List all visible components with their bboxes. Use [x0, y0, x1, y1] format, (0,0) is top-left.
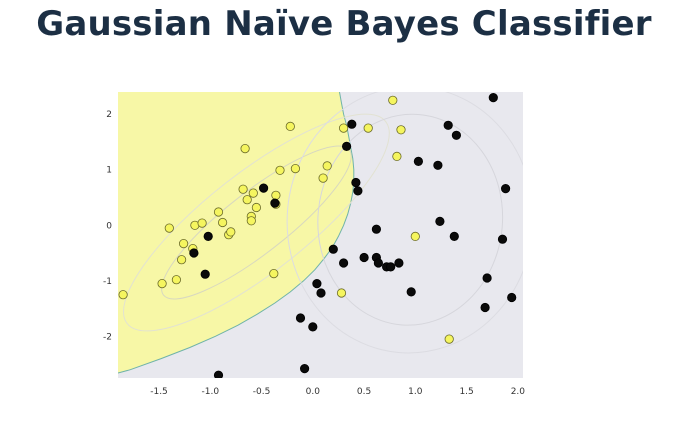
x-tick-label: 1.5: [459, 387, 473, 397]
plot-area: [118, 92, 523, 378]
data-point-black: [373, 258, 383, 268]
data-points: [118, 93, 517, 378]
y-tick-label: 2: [106, 110, 112, 120]
data-point-black: [347, 119, 357, 129]
x-tick-label: -0.5: [253, 387, 271, 397]
data-point-black: [312, 278, 322, 289]
data-point-yellow: [197, 218, 207, 228]
data-point-black: [480, 302, 490, 313]
decision-boundary: [118, 92, 355, 374]
data-point-yellow: [251, 202, 261, 213]
data-point-yellow: [363, 123, 373, 133]
y-tick-label: 0: [106, 221, 112, 231]
data-point-yellow: [213, 207, 224, 217]
data-point-black: [316, 288, 326, 298]
data-point-yellow: [226, 227, 236, 237]
data-point-black: [353, 186, 363, 196]
data-point-yellow: [164, 223, 174, 233]
data-point-black: [394, 258, 404, 268]
data-point-black: [328, 244, 338, 254]
x-tick-label: -1.0: [201, 387, 219, 397]
data-point-yellow: [410, 231, 420, 241]
contour-ellipse: [123, 113, 390, 332]
data-point-black: [386, 262, 396, 272]
data-point-black: [338, 258, 349, 268]
data-point-black: [406, 287, 416, 297]
data-point-black: [488, 93, 498, 103]
data-point-black: [359, 252, 369, 263]
y-tick-label: -1: [103, 277, 112, 287]
data-point-black: [258, 183, 269, 193]
x-tick-label: 1.0: [408, 387, 423, 397]
data-point-yellow: [248, 188, 258, 198]
data-point-black: [413, 156, 423, 166]
data-point-yellow: [271, 190, 281, 200]
data-point-black: [341, 141, 352, 151]
data-point-yellow: [396, 125, 406, 135]
data-point-black: [435, 216, 445, 226]
contour-ellipse: [286, 92, 523, 354]
data-point-yellow: [388, 95, 398, 105]
data-point-black: [443, 120, 453, 130]
data-point-black: [371, 224, 381, 234]
y-axis-ticks: 2 1 0 -1 -2: [103, 110, 112, 342]
data-point-yellow: [285, 121, 295, 132]
data-point-black: [497, 234, 508, 244]
data-point-yellow: [338, 123, 349, 133]
contour-ellipse: [317, 113, 504, 326]
data-point-yellow: [269, 268, 279, 279]
data-point-yellow: [179, 239, 189, 249]
data-point-black: [433, 160, 443, 170]
data-point-black: [299, 363, 310, 374]
x-axis-ticks: -1.5 -1.0 -0.5 0.0 0.5 1.0 1.5 2.0: [150, 387, 525, 397]
data-point-black: [500, 184, 511, 194]
data-point-yellow: [157, 278, 167, 289]
data-point-yellow: [218, 217, 228, 228]
x-tick-label: 0.5: [357, 387, 371, 397]
x-tick-label: 2.0: [511, 387, 526, 397]
data-point-black: [351, 177, 361, 188]
x-tick-label: 0.0: [306, 387, 321, 397]
data-point-yellow: [290, 164, 300, 174]
data-point-yellow: [171, 275, 181, 285]
data-point-yellow: [240, 144, 250, 154]
data-point-black: [482, 273, 492, 283]
data-point-black: [308, 322, 318, 332]
data-point-black: [189, 248, 199, 258]
data-point-black: [203, 231, 213, 241]
data-point-yellow: [118, 290, 128, 300]
data-point-yellow: [242, 195, 252, 205]
data-point-black: [449, 231, 459, 241]
data-point-yellow: [444, 334, 454, 344]
data-point-yellow: [322, 161, 332, 171]
data-point-yellow: [318, 173, 328, 183]
data-point-black: [270, 198, 280, 208]
data-point-yellow: [392, 151, 402, 161]
data-point-black: [213, 370, 224, 378]
data-point-yellow: [275, 165, 285, 175]
y-tick-label: -2: [103, 332, 112, 342]
data-point-black: [295, 313, 306, 323]
data-point-yellow: [336, 288, 347, 298]
x-tick-label: -1.5: [150, 387, 168, 397]
data-point-yellow: [238, 184, 248, 194]
data-point-yellow: [177, 255, 187, 265]
data-point-black: [451, 130, 461, 140]
data-point-black: [200, 269, 210, 279]
data-point-yellow: [246, 216, 256, 226]
page-title: Gaussian Naïve Bayes Classifier: [36, 4, 652, 44]
data-point-black: [507, 292, 517, 303]
decision-region-yellow: [118, 92, 354, 378]
y-tick-label: 1: [106, 166, 112, 176]
